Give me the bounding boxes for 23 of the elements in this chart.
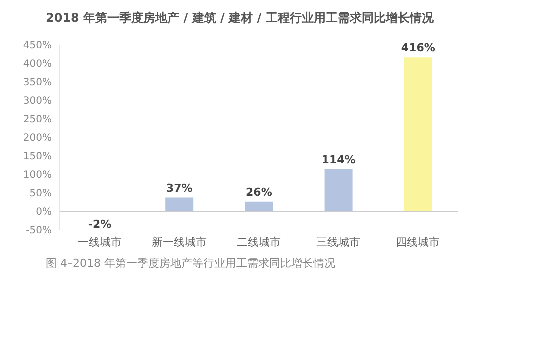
y-tick-label: 450%: [23, 40, 52, 52]
y-tick-label: -50%: [26, 226, 52, 237]
chart-title: 2018 年第一季度房地产 / 建筑 / 建材 / 工程行业用工需求同比增长情况: [46, 10, 435, 27]
y-tick-label: 400%: [23, 59, 52, 70]
y-tick-label: 250%: [23, 114, 52, 126]
y-tick-label: 300%: [23, 96, 52, 108]
data-label: 37%: [166, 182, 193, 195]
y-tick-label: 150%: [23, 152, 52, 163]
x-tick-label: 二线城市: [237, 236, 281, 249]
caption: 图 4–2018 年第一季度房地产等行业用工需求同比增长情况: [46, 256, 336, 271]
x-tick-label: 四线城市: [396, 236, 440, 249]
y-tick-label: 0%: [36, 207, 52, 218]
x-tick-label: 一线城市: [78, 236, 122, 249]
data-label: 26%: [246, 186, 272, 199]
data-label: 416%: [401, 42, 436, 55]
y-tick-label: 100%: [23, 170, 52, 182]
data-label: -2%: [88, 218, 112, 232]
x-tick-label: 新一线城市: [152, 236, 207, 249]
x-tick-label: 三线城市: [316, 236, 361, 249]
y-tick-label: 350%: [23, 78, 52, 89]
data-label: 114%: [322, 153, 356, 166]
y-tick-label: 50%: [30, 188, 52, 200]
y-tick-label: 200%: [23, 133, 52, 144]
